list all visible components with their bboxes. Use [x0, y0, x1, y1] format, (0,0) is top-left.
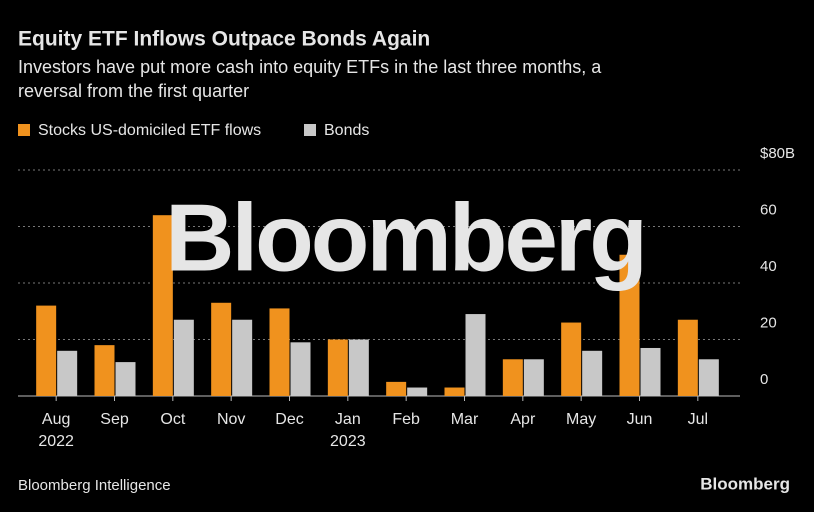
bar [211, 302, 232, 396]
bar [619, 254, 640, 396]
bar [94, 345, 115, 396]
y-tick-label: $80B [760, 145, 795, 162]
x-tick-label: Nov [217, 411, 245, 428]
chart-subtitle: Investors have put more cash into equity… [18, 57, 602, 77]
x-tick-label: Apr [510, 411, 536, 428]
x-tick-label: Sep [100, 411, 129, 428]
bar [173, 319, 194, 396]
y-tick-label: 0 [760, 371, 768, 388]
bar [465, 314, 486, 396]
x-tick-label: Dec [275, 411, 303, 428]
legend-swatch [18, 124, 30, 136]
x-tick-label: Oct [160, 411, 185, 428]
bar [327, 339, 348, 396]
bar [36, 305, 57, 396]
bar [444, 387, 465, 396]
chart-title: Equity ETF Inflows Outpace Bonds Again [18, 28, 430, 51]
bar [677, 319, 698, 396]
source: Bloomberg Intelligence [18, 477, 171, 494]
legend-label: Bonds [324, 122, 369, 139]
chart-subtitle: reversal from the first quarter [18, 81, 249, 101]
bar [698, 359, 719, 396]
bar [386, 381, 407, 396]
x-tick-label: Aug [42, 411, 70, 428]
bar [407, 387, 428, 396]
bar [348, 339, 369, 396]
bar [115, 362, 136, 396]
bar [290, 342, 311, 396]
bar [561, 322, 582, 396]
bar [269, 308, 290, 396]
bar [523, 359, 544, 396]
legend-swatch [304, 124, 316, 136]
x-tick-label: Jan [335, 411, 361, 428]
y-tick-label: 40 [760, 258, 777, 275]
x-year-label: 2023 [330, 433, 366, 450]
logo: Bloomberg [700, 474, 790, 493]
x-year-label: 2022 [38, 433, 74, 450]
legend-label: Stocks US-domiciled ETF flows [38, 122, 261, 139]
x-tick-label: Jun [627, 411, 653, 428]
x-tick-label: Jul [688, 411, 708, 428]
bar [640, 347, 661, 396]
x-tick-label: Mar [451, 411, 479, 428]
bar [582, 350, 603, 396]
y-tick-label: 60 [760, 201, 777, 218]
bar [232, 319, 253, 396]
bar [502, 359, 523, 396]
y-tick-label: 20 [760, 314, 777, 331]
bar [57, 350, 78, 396]
x-tick-label: Feb [392, 411, 420, 428]
x-tick-label: May [566, 411, 596, 428]
bar [152, 215, 173, 396]
watermark: Bloomberg [165, 184, 645, 291]
